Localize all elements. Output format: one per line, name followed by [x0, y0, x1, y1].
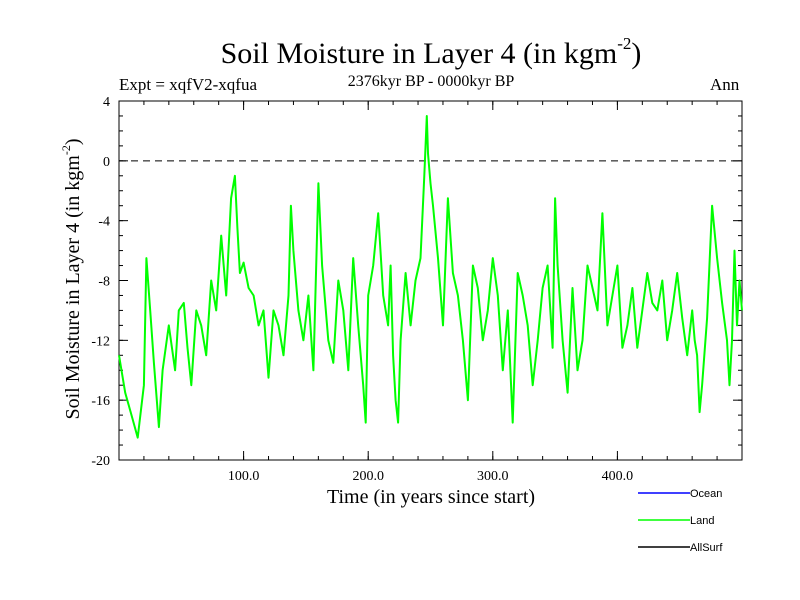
x-tick-label: 100.0	[228, 469, 260, 484]
legend-allsurf-label: AllSurf	[690, 542, 723, 554]
y-tick-label: 4	[103, 95, 110, 110]
y-tick-label: -4	[98, 215, 110, 230]
legend-land-label: Land	[690, 515, 714, 527]
chart-title: Soil Moisture in Layer 4 (in kgm-2)	[220, 34, 642, 70]
y-tick-label: -20	[91, 454, 110, 469]
series-line-land	[118, 115, 743, 439]
x-tick-label: 400.0	[602, 469, 634, 484]
legend: Ocean Land AllSurf	[638, 488, 723, 554]
y-tick-label: 0	[103, 155, 110, 170]
x-axis-label: Time (in years since start)	[326, 486, 536, 508]
y-tick-label: -16	[91, 394, 110, 409]
period-label: 2376kyr BP - 0000kyr BP	[347, 73, 515, 90]
x-tick-label: 200.0	[352, 469, 384, 484]
y-tick-label: -8	[98, 275, 110, 290]
experiment-label: Expt = xqfV2-xqfua	[119, 75, 258, 94]
season-label: Ann	[710, 75, 740, 94]
y-tick-label: -12	[91, 334, 110, 349]
plot-area: 100.0 200.0 300.0 400.0 4 0 -4 -8 -12 -16 -20	[91, 95, 743, 484]
legend-ocean-label: Ocean	[690, 488, 722, 500]
x-tick-label: 300.0	[477, 469, 509, 484]
